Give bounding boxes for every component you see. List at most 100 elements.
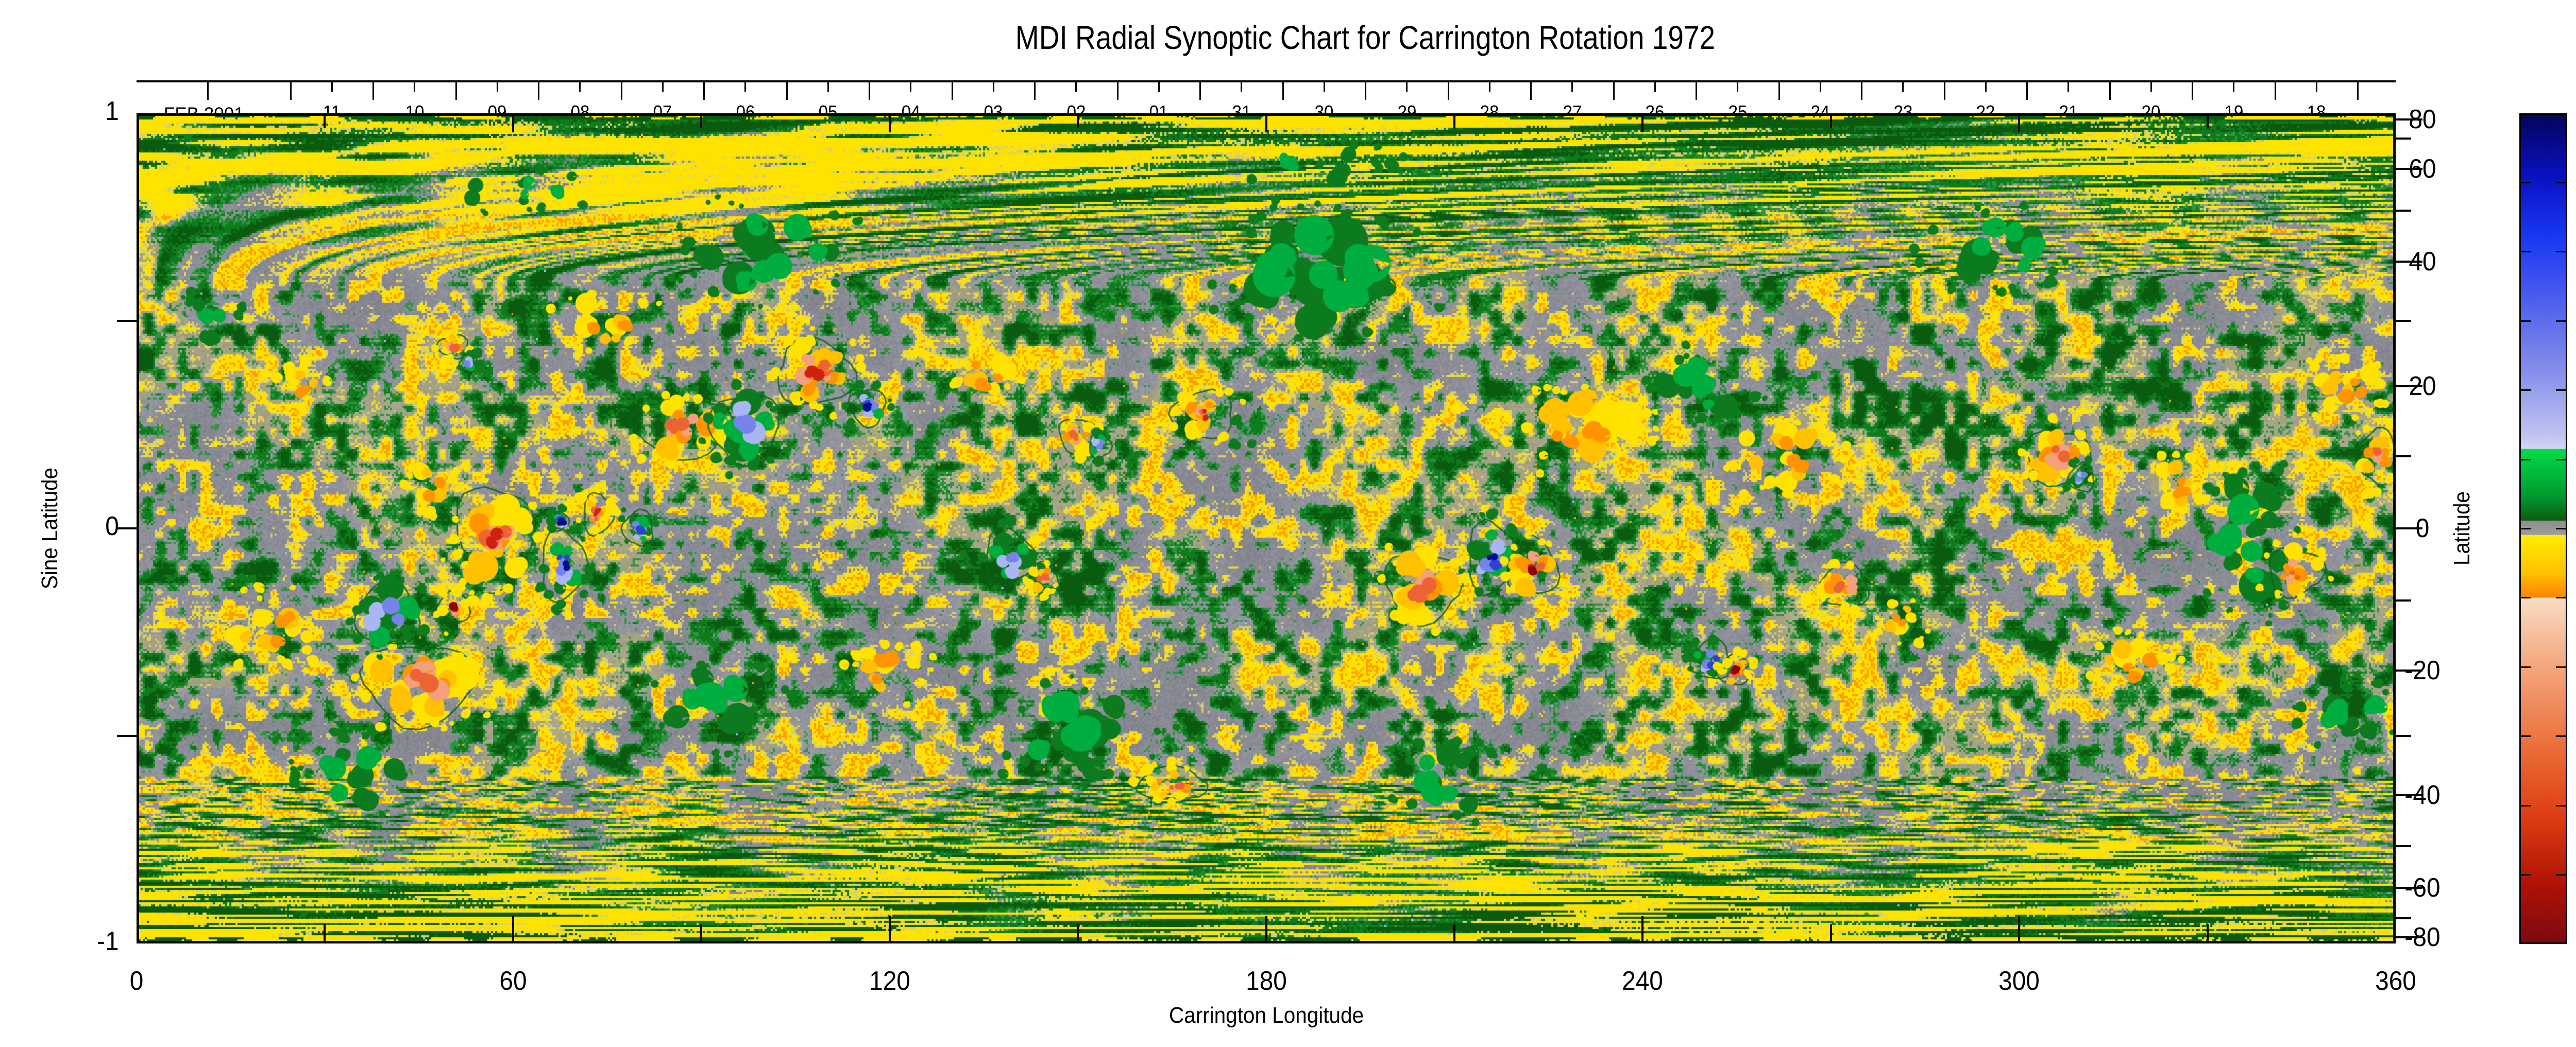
latitude-label: -60 — [2404, 873, 2441, 903]
date-boundary-tick — [1613, 82, 1615, 100]
longitude-label: 360 — [2375, 966, 2416, 996]
date-half-tick — [1985, 82, 1987, 92]
latitude-tick — [2396, 599, 2411, 602]
colorbar-tick — [2556, 597, 2567, 599]
date-boundary-tick — [2026, 82, 2028, 100]
latitude-tick — [2396, 527, 2422, 529]
longitude-minor-tick — [2206, 924, 2209, 941]
latitude-label: -20 — [2404, 655, 2441, 685]
longitude-minor-tick — [1453, 116, 1455, 128]
latitude-tick — [2396, 936, 2422, 938]
date-boundary-tick — [786, 82, 788, 100]
date-boundary-tick — [1199, 82, 1201, 100]
date-boundary-tick — [703, 82, 705, 100]
longitude-label: 240 — [1622, 966, 1664, 996]
date-boundary-tick — [1034, 82, 1036, 100]
latitude-tick — [2396, 917, 2411, 920]
latitude-tick — [2396, 209, 2411, 212]
date-boundary-tick — [207, 82, 209, 100]
colorbar-tick — [2519, 320, 2531, 322]
colorbar-tick — [2556, 735, 2567, 737]
longitude-minor-tick — [888, 116, 891, 132]
date-half-tick — [744, 82, 746, 92]
sine-latitude-label: 1 — [105, 96, 119, 126]
longitude-label: 60 — [499, 966, 527, 996]
date-half-tick — [1902, 82, 1904, 92]
latitude-tick — [2396, 260, 2422, 263]
longitude-minor-tick — [2206, 116, 2209, 128]
latitude-tick — [2396, 794, 2422, 797]
latitude-tick — [2396, 735, 2411, 737]
date-boundary-tick — [372, 82, 374, 100]
date-boundary-tick — [1696, 82, 1697, 100]
latitude-label: 40 — [2409, 246, 2436, 277]
date-boundary-tick — [1530, 82, 1532, 100]
latitude-label: 80 — [2409, 105, 2436, 135]
date-boundary-tick — [2357, 82, 2359, 100]
date-half-tick — [1241, 82, 1242, 92]
longitude-minor-tick — [324, 116, 326, 128]
latitude-tick — [2396, 455, 2411, 458]
latitude-label: -80 — [2404, 922, 2441, 952]
synoptic-map-canvas — [137, 113, 2396, 943]
date-half-tick — [1488, 82, 1490, 92]
colorbar-tick — [2519, 251, 2531, 253]
longitude-minor-tick — [1077, 116, 1079, 128]
colorbar-tick — [2556, 181, 2567, 183]
latitude-tick — [2396, 118, 2422, 121]
date-half-tick — [2150, 82, 2152, 92]
date-half-tick — [1819, 82, 1821, 92]
colorbar-tick — [2519, 597, 2531, 599]
longitude-minor-tick — [1265, 116, 1267, 132]
x-axis-title: Carrington Longitude — [1168, 1003, 1364, 1028]
date-boundary-tick — [1282, 82, 1284, 100]
date-half-tick — [496, 82, 498, 92]
longitude-minor-tick — [2018, 116, 2021, 132]
date-half-tick — [1571, 82, 1573, 92]
sine-latitude-tick — [117, 320, 137, 322]
colorbar-tick — [2556, 804, 2567, 806]
colorbar-tick — [2556, 389, 2567, 391]
colorbar-tick — [2556, 528, 2567, 529]
colorbar-tick — [2519, 874, 2531, 876]
date-boundary-tick — [538, 82, 539, 100]
colorbar-tick — [2519, 181, 2531, 183]
longitude-label: 120 — [869, 966, 910, 996]
latitude-tick — [2396, 669, 2422, 672]
latitude-tick — [2396, 887, 2422, 889]
longitude-minor-tick — [512, 116, 514, 132]
date-half-tick — [414, 82, 415, 92]
date-boundary-tick — [2109, 82, 2111, 100]
date-boundary-tick — [1861, 82, 1862, 100]
longitude-minor-tick — [1641, 116, 1644, 132]
latitude-tick — [2396, 320, 2411, 322]
date-half-tick — [2067, 82, 2069, 92]
latitude-tick — [2396, 385, 2422, 388]
longitude-label: 180 — [1245, 966, 1287, 996]
longitude-minor-tick — [324, 924, 326, 941]
colorbar-tick — [2556, 320, 2567, 322]
longitude-minor-tick — [1077, 924, 1079, 941]
latitude-tick — [2396, 137, 2411, 140]
colorbar-tick — [2519, 528, 2531, 529]
latitude-label: -40 — [2404, 780, 2441, 811]
colorbar-tick — [2519, 735, 2531, 737]
chart-title: MDI Radial Synoptic Chart for Carrington… — [1015, 19, 1716, 56]
sine-latitude-label: 0 — [105, 511, 119, 541]
longitude-minor-tick — [1829, 116, 1832, 128]
date-half-tick — [331, 82, 333, 92]
date-boundary-tick — [1943, 82, 1945, 100]
sine-latitude-tick — [117, 735, 137, 737]
date-half-tick — [1654, 82, 1656, 92]
date-boundary-tick — [1116, 82, 1118, 100]
date-boundary-tick — [455, 82, 457, 100]
date-half-tick — [1406, 82, 1408, 92]
longitude-minor-tick — [888, 916, 891, 941]
colorbar-tick — [2556, 666, 2567, 668]
date-half-tick — [662, 82, 664, 92]
colorbar-tick — [2519, 804, 2531, 806]
longitude-minor-tick — [700, 116, 703, 128]
date-boundary-tick — [1778, 82, 1780, 100]
date-half-tick — [579, 82, 581, 92]
